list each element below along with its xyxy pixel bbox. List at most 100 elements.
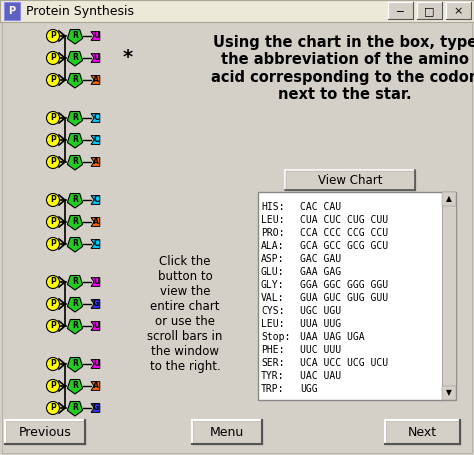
Text: U: U (93, 54, 100, 62)
Polygon shape (91, 157, 100, 167)
Text: Protein Synthesis: Protein Synthesis (26, 5, 134, 17)
Polygon shape (67, 156, 82, 170)
Text: CUA CUC CUG CUU: CUA CUC CUG CUU (300, 215, 388, 225)
Text: UGC UGU: UGC UGU (300, 306, 341, 316)
Text: ALA:: ALA: (261, 241, 284, 251)
Text: P: P (9, 6, 16, 16)
FancyBboxPatch shape (0, 0, 474, 22)
Circle shape (46, 358, 60, 370)
Polygon shape (67, 111, 82, 126)
Text: UCA UCC UCG UCU: UCA UCC UCG UCU (300, 358, 388, 368)
Text: R: R (72, 157, 78, 167)
Text: U: U (93, 322, 100, 330)
Text: TYR:: TYR: (261, 371, 284, 381)
Polygon shape (67, 133, 82, 148)
Polygon shape (67, 298, 82, 312)
Text: C: C (93, 239, 99, 248)
Text: A: A (93, 381, 99, 390)
Text: P: P (50, 113, 56, 122)
Text: PRO:: PRO: (261, 228, 284, 238)
Text: P: P (50, 217, 56, 227)
Circle shape (46, 238, 60, 251)
Text: LEU:: LEU: (261, 215, 284, 225)
Text: UGG: UGG (300, 384, 318, 394)
Text: P: P (50, 31, 56, 40)
Polygon shape (67, 238, 82, 252)
Text: GAA GAG: GAA GAG (300, 267, 341, 277)
Circle shape (46, 298, 60, 310)
Polygon shape (91, 322, 100, 330)
FancyBboxPatch shape (442, 192, 456, 206)
Text: R: R (72, 113, 78, 122)
Polygon shape (91, 136, 100, 144)
Text: P: P (50, 54, 56, 62)
Text: R: R (72, 76, 78, 85)
Polygon shape (91, 217, 100, 227)
Text: A: A (93, 76, 99, 85)
Text: VAL:: VAL: (261, 293, 284, 303)
Text: Next: Next (408, 425, 437, 439)
Text: R: R (72, 54, 78, 62)
Text: P: P (50, 278, 56, 287)
Polygon shape (91, 31, 100, 40)
Text: R: R (72, 31, 78, 40)
Circle shape (46, 275, 60, 288)
FancyBboxPatch shape (192, 420, 262, 444)
Circle shape (46, 193, 60, 207)
Text: CYS:: CYS: (261, 306, 284, 316)
Text: CAC CAU: CAC CAU (300, 202, 341, 212)
Text: UAA UAG UGA: UAA UAG UGA (300, 332, 365, 342)
Text: A: A (93, 217, 99, 227)
FancyBboxPatch shape (2, 22, 472, 453)
Text: GGA GGC GGG GGU: GGA GGC GGG GGU (300, 280, 388, 290)
Text: UAC UAU: UAC UAU (300, 371, 341, 381)
Polygon shape (91, 299, 100, 308)
Text: P: P (50, 196, 56, 204)
Text: LEU:: LEU: (261, 319, 284, 329)
FancyBboxPatch shape (285, 170, 415, 190)
Polygon shape (91, 359, 100, 369)
FancyBboxPatch shape (442, 192, 456, 400)
Text: R: R (72, 322, 78, 330)
Polygon shape (91, 404, 100, 412)
Polygon shape (91, 382, 100, 390)
Polygon shape (67, 193, 82, 208)
Text: UUC UUU: UUC UUU (300, 345, 341, 355)
Text: HIS:: HIS: (261, 202, 284, 212)
Text: GLU:: GLU: (261, 267, 284, 277)
Polygon shape (67, 401, 82, 416)
Polygon shape (91, 240, 100, 248)
Text: ▲: ▲ (446, 194, 452, 203)
Text: C: C (93, 196, 99, 204)
Text: GUA GUC GUG GUU: GUA GUC GUG GUU (300, 293, 388, 303)
Text: UUA UUG: UUA UUG (300, 319, 341, 329)
Text: P: P (50, 239, 56, 248)
FancyBboxPatch shape (258, 192, 456, 400)
Text: Click the
button to
view the
entire chart
or use the
scroll bars in
the window
t: Click the button to view the entire char… (147, 255, 223, 373)
Polygon shape (67, 30, 82, 44)
Text: U: U (93, 278, 100, 287)
Text: P: P (50, 299, 56, 308)
Polygon shape (67, 379, 82, 394)
Circle shape (46, 111, 60, 125)
Text: R: R (72, 196, 78, 204)
Circle shape (46, 156, 60, 168)
Text: SER:: SER: (261, 358, 284, 368)
Circle shape (46, 30, 60, 42)
Text: ×: × (453, 6, 463, 16)
Text: P: P (50, 76, 56, 85)
Text: Using the chart in the box, type
the abbreviation of the amino
acid correspondin: Using the chart in the box, type the abb… (211, 35, 474, 102)
Text: P: P (50, 322, 56, 330)
Text: Previous: Previous (18, 425, 72, 439)
Polygon shape (67, 74, 82, 88)
Text: R: R (72, 136, 78, 145)
Circle shape (46, 74, 60, 86)
Text: Stop:: Stop: (261, 332, 291, 342)
Text: ─: ─ (397, 6, 403, 16)
FancyBboxPatch shape (417, 2, 442, 19)
FancyBboxPatch shape (446, 2, 471, 19)
Text: ▼: ▼ (446, 389, 452, 398)
Circle shape (46, 216, 60, 228)
Polygon shape (91, 114, 100, 122)
Text: P: P (50, 136, 56, 145)
